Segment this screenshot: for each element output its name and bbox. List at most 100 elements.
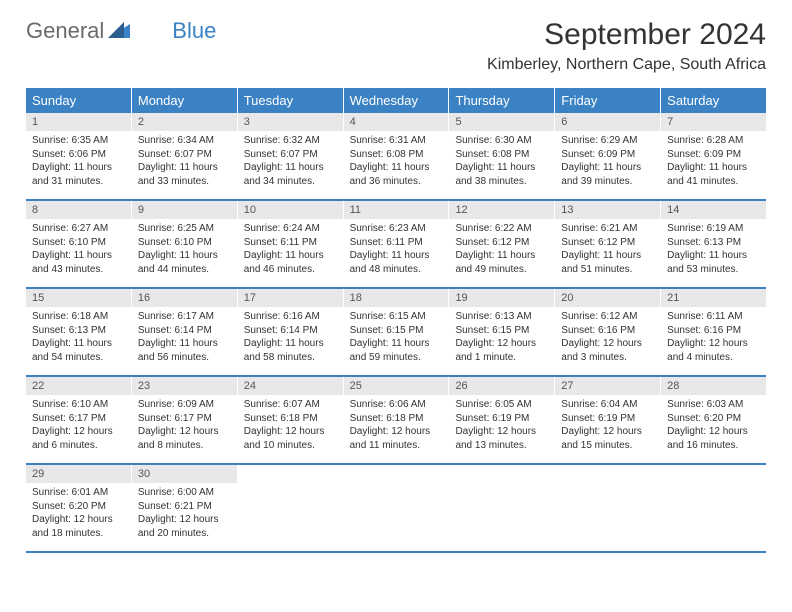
daylight-text: Daylight: 11 hours and 59 minutes. (350, 337, 443, 364)
day-number: 24 (238, 377, 343, 395)
sunset-text: Sunset: 6:19 PM (455, 412, 548, 426)
sunset-text: Sunset: 6:14 PM (244, 324, 337, 338)
daylight-text: Daylight: 12 hours and 4 minutes. (667, 337, 760, 364)
day-cell (238, 465, 344, 551)
sail-icon (108, 18, 130, 44)
day-cell: 22Sunrise: 6:10 AMSunset: 6:17 PMDayligh… (26, 377, 132, 463)
sunset-text: Sunset: 6:07 PM (244, 148, 337, 162)
sunrise-text: Sunrise: 6:15 AM (350, 310, 443, 324)
day-cell: 16Sunrise: 6:17 AMSunset: 6:14 PMDayligh… (132, 289, 238, 375)
day-number: 14 (661, 201, 766, 219)
day-body: Sunrise: 6:35 AMSunset: 6:06 PMDaylight:… (26, 131, 131, 194)
sunset-text: Sunset: 6:12 PM (455, 236, 548, 250)
day-header-sat: Saturday (661, 88, 766, 113)
day-header-sun: Sunday (26, 88, 132, 113)
daylight-text: Daylight: 11 hours and 49 minutes. (455, 249, 548, 276)
day-cell: 18Sunrise: 6:15 AMSunset: 6:15 PMDayligh… (344, 289, 450, 375)
day-body: Sunrise: 6:04 AMSunset: 6:19 PMDaylight:… (555, 395, 660, 458)
day-number: 7 (661, 113, 766, 131)
day-body: Sunrise: 6:28 AMSunset: 6:09 PMDaylight:… (661, 131, 766, 194)
daylight-text: Daylight: 11 hours and 43 minutes. (32, 249, 125, 276)
daylight-text: Daylight: 12 hours and 18 minutes. (32, 513, 125, 540)
daylight-text: Daylight: 12 hours and 16 minutes. (667, 425, 760, 452)
day-body: Sunrise: 6:16 AMSunset: 6:14 PMDaylight:… (238, 307, 343, 370)
day-number: 9 (132, 201, 237, 219)
sunrise-text: Sunrise: 6:22 AM (455, 222, 548, 236)
sunrise-text: Sunrise: 6:00 AM (138, 486, 231, 500)
day-body: Sunrise: 6:22 AMSunset: 6:12 PMDaylight:… (449, 219, 554, 282)
day-body: Sunrise: 6:18 AMSunset: 6:13 PMDaylight:… (26, 307, 131, 370)
sunrise-text: Sunrise: 6:21 AM (561, 222, 654, 236)
title-block: September 2024 Kimberley, Northern Cape,… (487, 18, 766, 74)
week-row: 8Sunrise: 6:27 AMSunset: 6:10 PMDaylight… (26, 201, 766, 289)
day-cell (344, 465, 450, 551)
day-cell: 10Sunrise: 6:24 AMSunset: 6:11 PMDayligh… (238, 201, 344, 287)
daylight-text: Daylight: 11 hours and 44 minutes. (138, 249, 231, 276)
day-number: 23 (132, 377, 237, 395)
day-cell: 28Sunrise: 6:03 AMSunset: 6:20 PMDayligh… (661, 377, 766, 463)
day-number: 29 (26, 465, 131, 483)
sunrise-text: Sunrise: 6:13 AM (455, 310, 548, 324)
day-cell: 8Sunrise: 6:27 AMSunset: 6:10 PMDaylight… (26, 201, 132, 287)
day-cell: 4Sunrise: 6:31 AMSunset: 6:08 PMDaylight… (344, 113, 450, 199)
weeks-container: 1Sunrise: 6:35 AMSunset: 6:06 PMDaylight… (26, 113, 766, 553)
day-cell: 29Sunrise: 6:01 AMSunset: 6:20 PMDayligh… (26, 465, 132, 551)
sunrise-text: Sunrise: 6:03 AM (667, 398, 760, 412)
sunrise-text: Sunrise: 6:01 AM (32, 486, 125, 500)
week-row: 29Sunrise: 6:01 AMSunset: 6:20 PMDayligh… (26, 465, 766, 553)
sunset-text: Sunset: 6:16 PM (561, 324, 654, 338)
sunrise-text: Sunrise: 6:35 AM (32, 134, 125, 148)
day-cell (555, 465, 661, 551)
daylight-text: Daylight: 12 hours and 20 minutes. (138, 513, 231, 540)
day-cell: 30Sunrise: 6:00 AMSunset: 6:21 PMDayligh… (132, 465, 238, 551)
sunrise-text: Sunrise: 6:06 AM (350, 398, 443, 412)
day-body: Sunrise: 6:21 AMSunset: 6:12 PMDaylight:… (555, 219, 660, 282)
sunset-text: Sunset: 6:16 PM (667, 324, 760, 338)
day-cell (449, 465, 555, 551)
sunrise-text: Sunrise: 6:24 AM (244, 222, 337, 236)
sunrise-text: Sunrise: 6:17 AM (138, 310, 231, 324)
sunrise-text: Sunrise: 6:18 AM (32, 310, 125, 324)
sunset-text: Sunset: 6:18 PM (244, 412, 337, 426)
daylight-text: Daylight: 12 hours and 10 minutes. (244, 425, 337, 452)
daylight-text: Daylight: 12 hours and 11 minutes. (350, 425, 443, 452)
sunset-text: Sunset: 6:20 PM (667, 412, 760, 426)
sunrise-text: Sunrise: 6:19 AM (667, 222, 760, 236)
sunrise-text: Sunrise: 6:12 AM (561, 310, 654, 324)
day-body: Sunrise: 6:34 AMSunset: 6:07 PMDaylight:… (132, 131, 237, 194)
daylight-text: Daylight: 12 hours and 1 minute. (455, 337, 548, 364)
daylight-text: Daylight: 11 hours and 36 minutes. (350, 161, 443, 188)
day-number: 6 (555, 113, 660, 131)
day-cell: 26Sunrise: 6:05 AMSunset: 6:19 PMDayligh… (449, 377, 555, 463)
daylight-text: Daylight: 12 hours and 3 minutes. (561, 337, 654, 364)
daylight-text: Daylight: 11 hours and 39 minutes. (561, 161, 654, 188)
sunrise-text: Sunrise: 6:16 AM (244, 310, 337, 324)
day-body: Sunrise: 6:17 AMSunset: 6:14 PMDaylight:… (132, 307, 237, 370)
day-number: 1 (26, 113, 131, 131)
daylight-text: Daylight: 11 hours and 56 minutes. (138, 337, 231, 364)
sunset-text: Sunset: 6:18 PM (350, 412, 443, 426)
day-number: 12 (449, 201, 554, 219)
day-number: 18 (344, 289, 449, 307)
day-cell: 9Sunrise: 6:25 AMSunset: 6:10 PMDaylight… (132, 201, 238, 287)
daylight-text: Daylight: 12 hours and 8 minutes. (138, 425, 231, 452)
calendar-grid: Sunday Monday Tuesday Wednesday Thursday… (26, 88, 766, 553)
day-number: 11 (344, 201, 449, 219)
day-number: 17 (238, 289, 343, 307)
day-number: 26 (449, 377, 554, 395)
sunrise-text: Sunrise: 6:28 AM (667, 134, 760, 148)
day-number: 13 (555, 201, 660, 219)
week-row: 22Sunrise: 6:10 AMSunset: 6:17 PMDayligh… (26, 377, 766, 465)
sunset-text: Sunset: 6:09 PM (561, 148, 654, 162)
sunset-text: Sunset: 6:15 PM (455, 324, 548, 338)
sunset-text: Sunset: 6:08 PM (455, 148, 548, 162)
day-body: Sunrise: 6:06 AMSunset: 6:18 PMDaylight:… (344, 395, 449, 458)
location-text: Kimberley, Northern Cape, South Africa (487, 56, 766, 74)
day-body: Sunrise: 6:19 AMSunset: 6:13 PMDaylight:… (661, 219, 766, 282)
day-cell: 21Sunrise: 6:11 AMSunset: 6:16 PMDayligh… (661, 289, 766, 375)
day-cell: 14Sunrise: 6:19 AMSunset: 6:13 PMDayligh… (661, 201, 766, 287)
day-number: 15 (26, 289, 131, 307)
day-cell: 27Sunrise: 6:04 AMSunset: 6:19 PMDayligh… (555, 377, 661, 463)
day-cell: 19Sunrise: 6:13 AMSunset: 6:15 PMDayligh… (449, 289, 555, 375)
day-number: 5 (449, 113, 554, 131)
